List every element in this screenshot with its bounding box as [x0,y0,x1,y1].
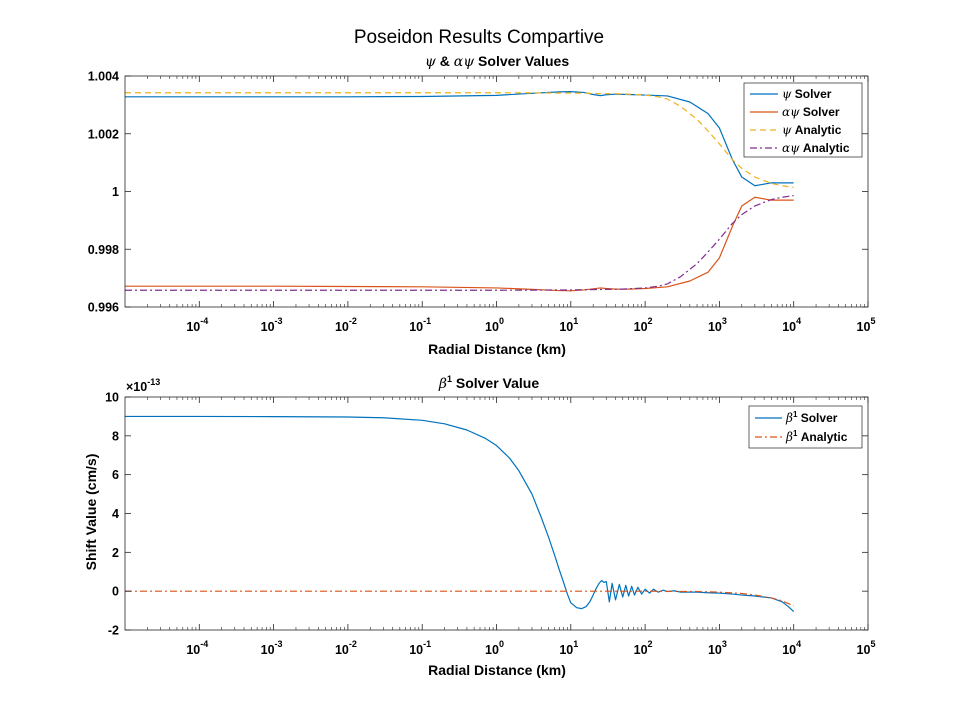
bottom-axes-ticks: 10-4 10-3 10-2 10-1 100 101 102 103 104 105 -2 0 2 4 6… [105,391,875,658]
top-xtick-label: 100 [485,316,504,334]
bottom-ytick-label: 4 [112,507,119,521]
bottom-ytick-label: 6 [112,468,119,482]
bottom-axes-xlabel: Radial Distance (km) [428,662,566,678]
top-xtick-label: 102 [634,316,653,334]
bottom-ytick-label: 0 [112,585,119,599]
bottom-xtick-label: 104 [782,639,801,657]
top-xtick-label: 10-1 [409,316,431,334]
top-series-0-line [125,90,794,187]
top-ytick-label: 1.002 [88,127,119,141]
bottom-xtick-label: 105 [857,639,876,657]
top-xtick-label: 10-2 [335,316,357,334]
top-xtick-label: 103 [708,316,727,334]
top-ytick-label: 0.996 [88,301,119,315]
top-xtick-label: 101 [559,316,578,334]
top-axes-xlabel: Radial Distance (km) [428,341,566,357]
legend-label-psi-analytic: ψ Analytic [782,123,842,137]
top-ytick-label: 0.998 [88,243,119,257]
bottom-xtick-label: 10-2 [335,639,357,657]
bottom-xtick-label: 102 [634,639,653,657]
bottom-series-1-line [125,590,794,607]
legend-label-alpha-psi-solver: αψ Solver [782,105,840,119]
bottom-legend: β1 Solver β1 Analytic [748,405,863,449]
bottom-axes-ylabel: Shift Value (cm/s) [83,454,99,571]
bottom-xtick-label: 103 [708,639,727,657]
bottom-ytick-label: 2 [112,546,119,560]
bottom-xtick-label: 10-3 [261,639,283,657]
bottom-axes-title: β1 Solver Value [438,374,539,392]
top-xtick-label: 105 [857,316,876,334]
legend-label-beta-analytic: β1 Analytic [785,429,848,444]
top-ytick-label: 1.004 [88,70,119,84]
bottom-ytick-label: 10 [105,391,119,405]
legend-label-psi-solver: ψ Solver [782,87,832,101]
top-series-3-line [125,194,794,291]
top-axes-plot-area [125,90,794,292]
bottom-ytick-label: 8 [112,429,119,443]
bottom-axes-multiplier: ×10-13 [126,377,160,394]
top-xtick-label: 10-4 [186,316,208,334]
bottom-legend-box [748,405,863,449]
top-legend: ψ Solver αψ Solver ψ Analytic αψ Analyti… [743,82,863,158]
top-axes-ticks: 10-4 10-3 10-2 10-1 100 101 102 103 104 105 0.996 0… [88,70,876,335]
bottom-axes: β1 Solver Value ×10-13 10-4 10-3 10-2 10-1 1… [83,374,875,678]
bottom-xtick-label: 100 [485,639,504,657]
legend-label-alpha-psi-analytic: αψ Analytic [782,141,850,155]
bottom-axes-plot-area [125,415,795,612]
top-legend-box [743,82,863,158]
top-ytick-label: 1 [112,185,119,199]
top-series-2-line [125,92,794,189]
bottom-ytick-label: -2 [108,624,119,638]
figure-suptitle: Poseidon Results Compartive [354,27,604,48]
bottom-xtick-label: 10-4 [186,639,208,657]
legend-label-beta-solver: β1 Solver [785,410,838,425]
top-xtick-label: 10-3 [261,316,283,334]
top-xtick-label: 104 [782,316,801,334]
top-axes: ψ & αψ Solver Values 10-4 10-3 10-2 10-1 100… [88,53,876,357]
top-axes-title: ψ & αψ Solver Values [425,53,569,70]
bottom-xtick-label: 101 [559,639,578,657]
bottom-xtick-label: 10-1 [409,639,431,657]
